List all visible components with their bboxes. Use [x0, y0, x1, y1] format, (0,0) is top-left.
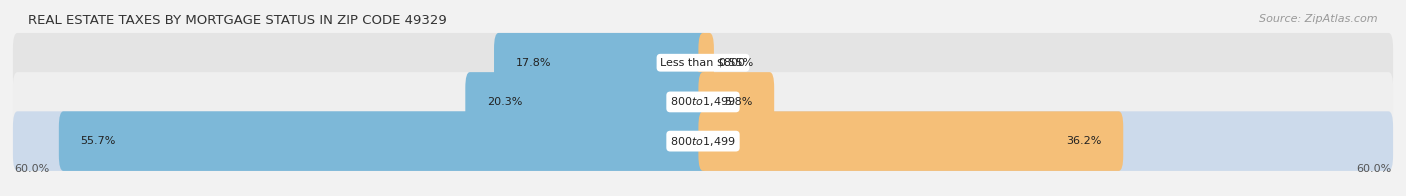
FancyBboxPatch shape [699, 111, 1123, 171]
FancyBboxPatch shape [699, 33, 714, 93]
Text: 0.55%: 0.55% [718, 58, 754, 68]
Text: 17.8%: 17.8% [516, 58, 551, 68]
Text: $800 to $1,499: $800 to $1,499 [671, 95, 735, 108]
FancyBboxPatch shape [59, 111, 707, 171]
Text: 20.3%: 20.3% [486, 97, 523, 107]
Text: 5.8%: 5.8% [724, 97, 752, 107]
Text: 36.2%: 36.2% [1066, 136, 1101, 146]
Text: $800 to $1,499: $800 to $1,499 [671, 135, 735, 148]
Text: 60.0%: 60.0% [1357, 164, 1392, 174]
FancyBboxPatch shape [13, 72, 1393, 132]
FancyBboxPatch shape [13, 33, 1393, 93]
FancyBboxPatch shape [465, 72, 707, 132]
Text: 55.7%: 55.7% [80, 136, 117, 146]
Text: Less than $800: Less than $800 [661, 58, 745, 68]
FancyBboxPatch shape [13, 111, 1393, 171]
Text: REAL ESTATE TAXES BY MORTGAGE STATUS IN ZIP CODE 49329: REAL ESTATE TAXES BY MORTGAGE STATUS IN … [28, 14, 447, 27]
Text: Source: ZipAtlas.com: Source: ZipAtlas.com [1260, 14, 1378, 24]
FancyBboxPatch shape [699, 72, 775, 132]
FancyBboxPatch shape [494, 33, 707, 93]
Text: 60.0%: 60.0% [14, 164, 49, 174]
